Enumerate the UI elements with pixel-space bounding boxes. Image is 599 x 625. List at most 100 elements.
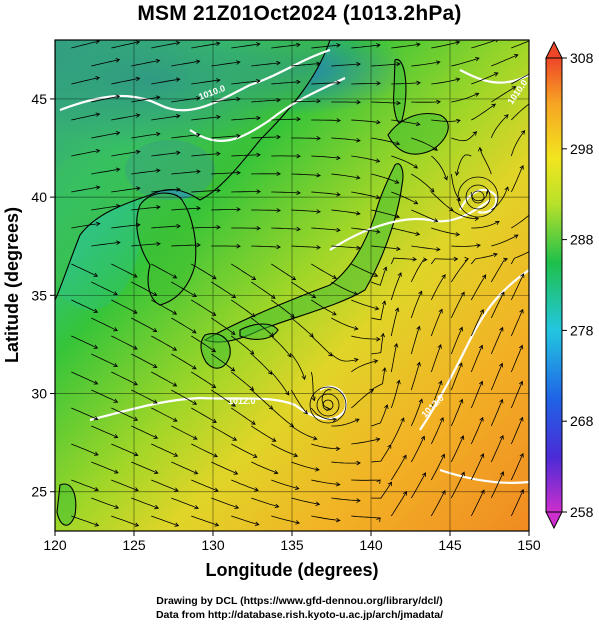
- streamline-arrow: [151, 407, 178, 422]
- y-tick-label: 30: [31, 386, 47, 402]
- y-tick-label: 40: [31, 189, 47, 205]
- streamline-arrow: [171, 281, 197, 298]
- streamline-arrow: [430, 489, 446, 517]
- streamline-arrow: [251, 497, 280, 509]
- streamline-arrow: [470, 252, 498, 265]
- streamline-arrow: [510, 130, 526, 157]
- streamline-arrow: [191, 479, 219, 492]
- streamline-arrow: [151, 77, 181, 85]
- streamline-arrow: [371, 367, 387, 391]
- streamline-arrow: [291, 136, 321, 141]
- streamline-arrow: [251, 60, 281, 67]
- streamline-arrow: [510, 344, 524, 373]
- streamline-arrow: [91, 497, 120, 509]
- streamline-arrow: [271, 153, 301, 159]
- streamline-arrow: [511, 101, 529, 121]
- streamline-arrow: [531, 436, 543, 463]
- streamline-arrow: [111, 186, 141, 193]
- streamline-arrow: [471, 72, 499, 85]
- streamline-arrow: [111, 76, 141, 85]
- streamline-arrow: [351, 515, 381, 522]
- streamline-arrow: [430, 380, 443, 409]
- streamline-arrow: [371, 100, 401, 106]
- streamline-arrow: [391, 119, 421, 127]
- streamline-arrow: [410, 257, 428, 283]
- streamline-arrow: [71, 299, 99, 313]
- streamline-arrow: [91, 425, 119, 439]
- streamline-arrow: [510, 308, 524, 337]
- y-axis-ticks: 25 30 35 40 45: [31, 91, 55, 500]
- streamline-arrow: [151, 114, 181, 121]
- streamline-arrow: [511, 73, 529, 85]
- streamline-arrow: [191, 515, 220, 527]
- streamline-arrow: [430, 416, 444, 445]
- isobar-2: [189, 77, 346, 142]
- streamline-arrow: [171, 353, 197, 370]
- streamline-arrow: [510, 452, 524, 481]
- streamline-arrow: [511, 214, 529, 229]
- streamline-arrow: [231, 335, 255, 355]
- streamline-arrow: [511, 40, 529, 49]
- streamline-arrow: [431, 40, 461, 49]
- streamline-arrow: [271, 515, 301, 525]
- streamline-arrow: [430, 308, 443, 337]
- streamline-arrow: [490, 326, 504, 355]
- streamline-arrow: [390, 307, 400, 337]
- streamline-arrow: [191, 114, 221, 121]
- isobar-5: [419, 269, 529, 431]
- streamline-arrow: [171, 132, 201, 139]
- streamline-arrow: [171, 425, 198, 440]
- colorbar-ticks: 308 298 288 278 268 258: [562, 50, 594, 520]
- streamline-arrow: [271, 116, 301, 122]
- streamline-arrow: [430, 453, 445, 481]
- streamline-arrow: [251, 461, 279, 475]
- streamline-arrow: [470, 344, 484, 373]
- streamline-arrow: [151, 187, 181, 193]
- streamline-arrow: [311, 515, 341, 523]
- streamline-arrow: [471, 40, 499, 49]
- streamline-arrow: [411, 137, 438, 151]
- streamline-arrow: [371, 209, 400, 219]
- streamline-arrow: [331, 99, 361, 105]
- streamline-arrow: [271, 226, 301, 232]
- streamline-arrow: [291, 317, 314, 338]
- streamline-arrow: [411, 173, 435, 193]
- x-tick-label: 145: [438, 537, 462, 553]
- streamline-arrow: [490, 114, 509, 139]
- streamline-arrow: [211, 133, 241, 139]
- streamline-arrow: [391, 80, 421, 86]
- streamline-arrow: [171, 169, 201, 175]
- streamline-arrow: [131, 353, 158, 368]
- colorbar-tick-label: 288: [570, 232, 594, 248]
- streamline-arrow: [331, 61, 361, 67]
- streamline-arrow: [71, 371, 99, 385]
- y-tick-label: 35: [31, 287, 47, 303]
- streamline-arrow: [91, 353, 119, 367]
- streamline-arrow: [531, 472, 543, 498]
- colorbar: 308 298 288 278 268 258: [545, 40, 594, 530]
- streamline-arrow: [211, 207, 241, 212]
- streamline-arrow: [211, 425, 238, 441]
- streamline-arrow: [171, 389, 198, 405]
- streamline-arrow: [371, 332, 385, 355]
- streamline-arrow: [91, 281, 118, 296]
- streamline-arrow: [451, 57, 480, 67]
- streamline-arrow: [271, 42, 301, 49]
- streamline-arrow: [490, 434, 504, 463]
- streamline-arrow: [311, 443, 341, 452]
- streamline-arrow: [91, 461, 119, 474]
- colorbar-tick-label: 258: [570, 504, 594, 520]
- streamline-arrow: [454, 154, 472, 177]
- streamline-arrow: [311, 43, 341, 49]
- streamline-arrow: [91, 317, 118, 332]
- streamline-arrow: [231, 152, 261, 158]
- streamline-arrow: [390, 257, 418, 265]
- colorbar-tick-label: 308: [570, 50, 594, 66]
- streamline-arrow: [351, 437, 381, 445]
- isobar-7: [459, 188, 498, 214]
- streamline-arrow: [171, 317, 197, 334]
- streamline-arrow: [531, 257, 544, 282]
- streamline-arrow: [531, 327, 542, 354]
- colorbar-tick-label: 278: [570, 322, 594, 338]
